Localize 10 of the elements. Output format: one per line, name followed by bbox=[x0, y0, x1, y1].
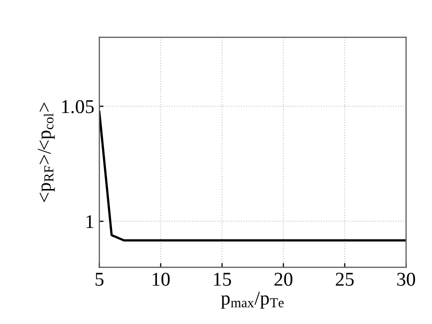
x-tick-label: 5 bbox=[96, 272, 104, 286]
x-tick-label: 30 bbox=[397, 272, 416, 286]
x-tick-label: 25 bbox=[336, 272, 354, 286]
x-tick-label: 15 bbox=[214, 272, 232, 286]
y-axis-title: <p$_{RF}$>/<p$_{col}$> bbox=[38, 102, 55, 202]
y-tick-label: 1.05 bbox=[62, 100, 94, 114]
x-tick-label: 20 bbox=[274, 272, 292, 286]
x-tick-label: 10 bbox=[152, 272, 170, 286]
y-tick-label: 1 bbox=[86, 215, 94, 228]
x-axis-title: p$_{max}$/p$_{Te}$ bbox=[221, 292, 284, 309]
